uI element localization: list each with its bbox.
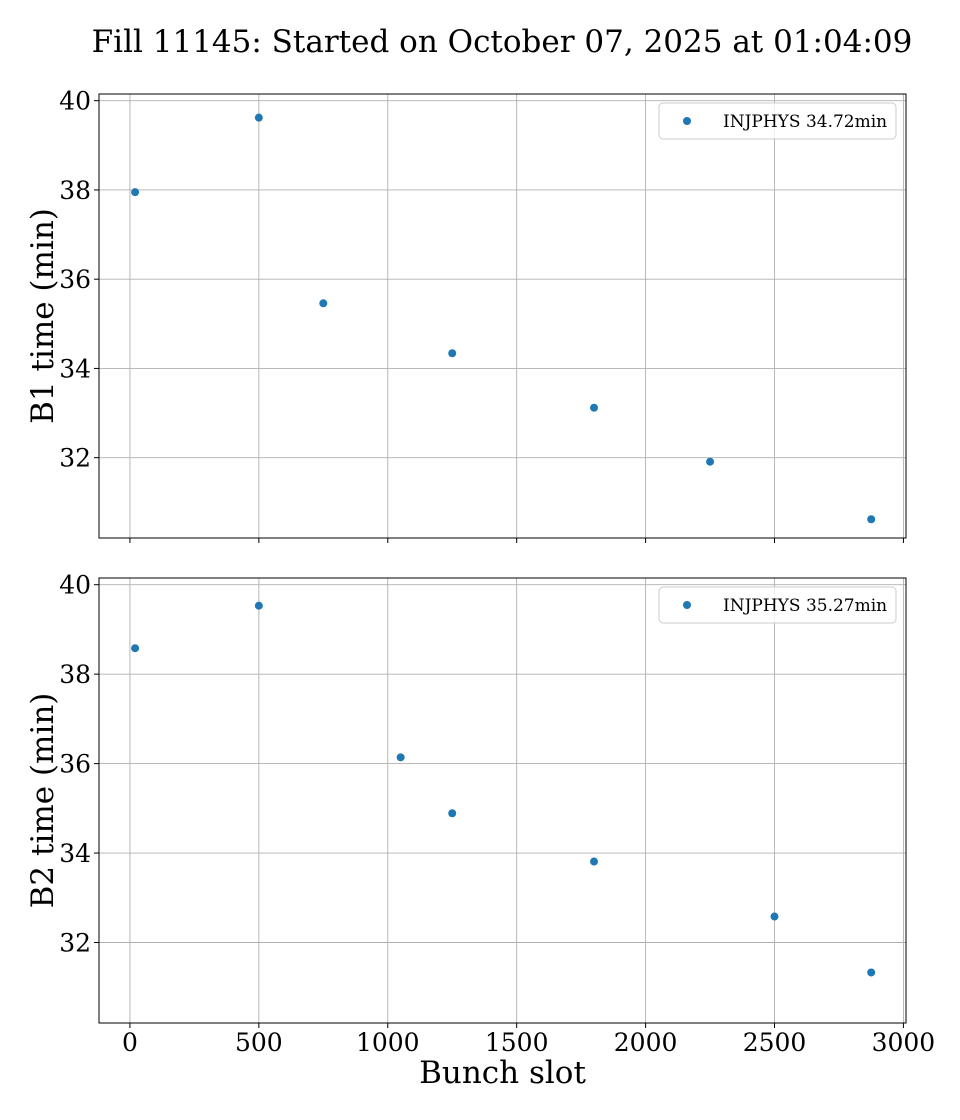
data-point [254,601,263,610]
x-tick-label: 2500 [743,1028,807,1057]
data-point [254,113,263,122]
x-tick-label: 3000 [872,1028,936,1057]
x-tick-label: 1500 [485,1028,549,1057]
legend-marker [683,601,691,609]
y-tick-label: 40 [59,571,91,600]
data-point [448,809,457,818]
x-axis-label: Bunch slot [419,1055,586,1091]
legend-box [658,102,897,140]
data-point [319,299,328,308]
axes-frame [98,577,907,1024]
data-point [131,188,140,197]
y-tick-label: 38 [59,660,91,689]
y-tick-label: 38 [59,176,91,205]
subplot-2: 0 500 1000 1500 2000 2500 3000 32 34 36 38 40 INJPHY… [25,571,935,1091]
y-axis-label: B2 time (min) [25,693,61,909]
data-point [131,644,140,653]
y-tick-label: 36 [59,265,91,294]
data-point [590,857,599,866]
y-tick-label: 40 [59,87,91,116]
y-axis-label: B1 time (min) [25,208,61,424]
data-point [867,968,876,977]
y-tick-label: 34 [59,354,91,383]
data-point [706,457,715,466]
figure-title: Fill 11145: Started on October 07, 2025 … [92,24,913,60]
data-point [867,515,876,524]
subplots: 32 34 36 38 40 INJPHYS 34.72min B1 time (min) 0… [25,87,935,1091]
legend-marker [683,117,691,125]
x-tick-label: 2000 [614,1028,678,1057]
subplot-1: 32 34 36 38 40 INJPHYS 34.72min B1 time (min) [25,87,907,543]
x-tick-label: 0 [122,1028,138,1057]
y-tick-label: 32 [59,928,91,957]
legend-label: INJPHYS 35.27min [723,596,887,616]
legend-label: INJPHYS 34.72min [723,112,887,132]
legend-box [658,586,897,624]
x-tick-label: 1000 [356,1028,420,1057]
data-point [770,912,779,921]
axes-frame [98,93,907,539]
y-tick-label: 34 [59,839,91,868]
y-tick-label: 36 [59,750,91,779]
x-tick-label: 500 [235,1028,283,1057]
data-point [590,403,599,412]
data-point [448,349,457,358]
data-point [396,753,405,762]
y-tick-label: 32 [59,444,91,473]
